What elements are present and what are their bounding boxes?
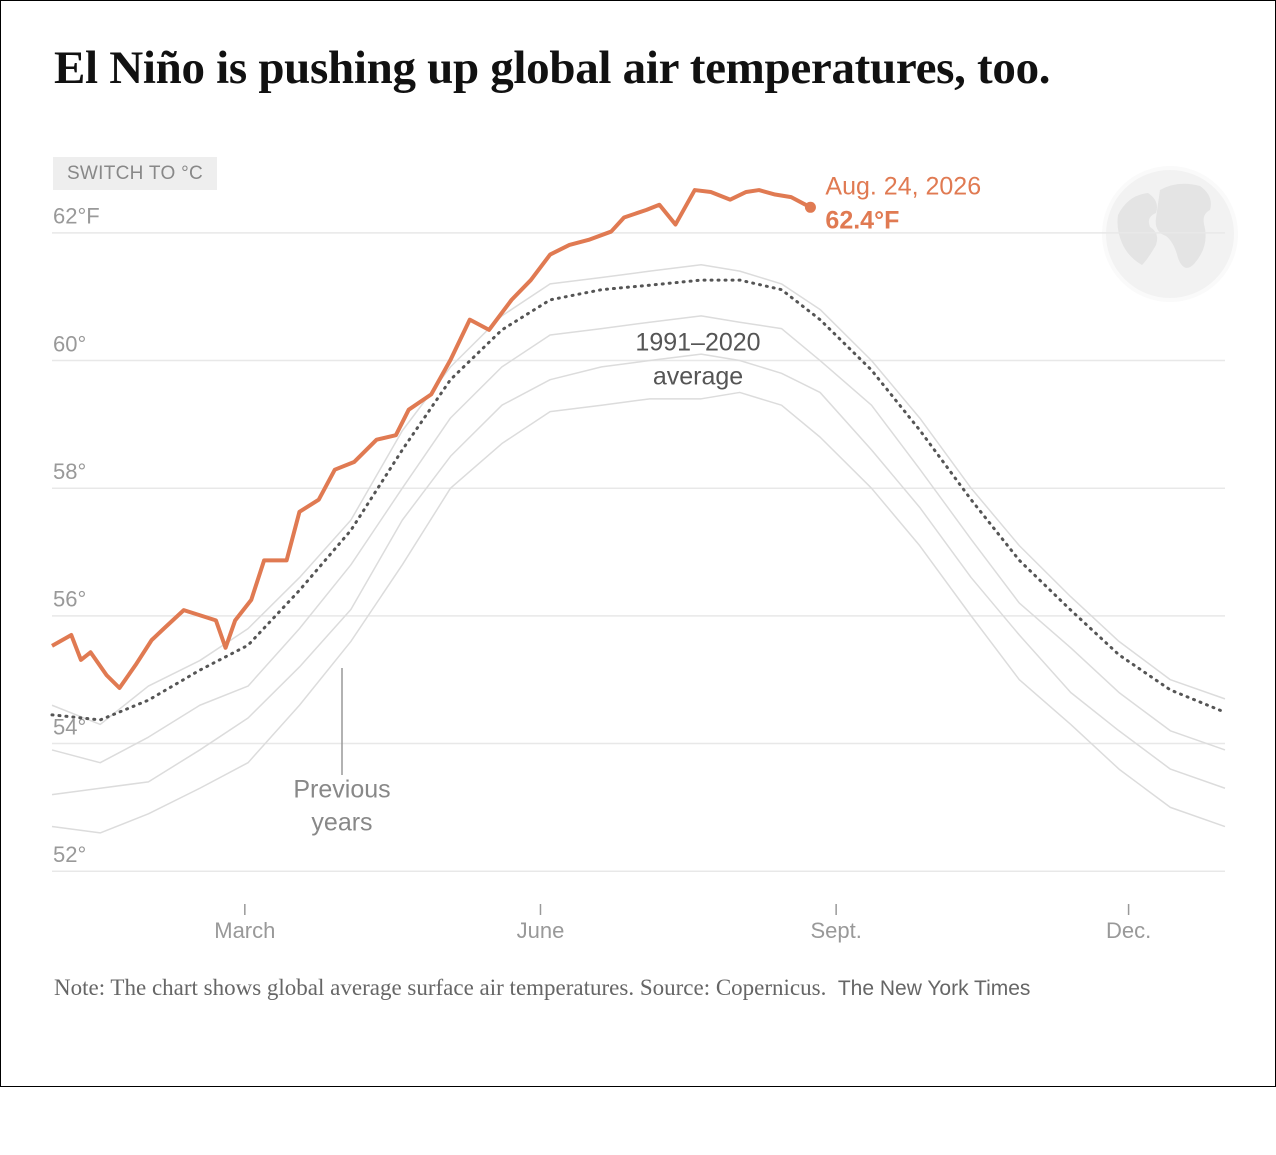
- x-tick-label: March: [214, 918, 275, 943]
- latest-point: [804, 201, 816, 213]
- y-tick-label: 52°: [53, 842, 86, 867]
- previous-label: years: [311, 809, 372, 837]
- series-line: [51, 188, 812, 691]
- credit: The New York Times: [837, 977, 1031, 1000]
- series-line: [51, 315, 1226, 764]
- y-tick-label: 58°: [53, 459, 86, 484]
- series-line: [51, 264, 1226, 726]
- y-tick-label: 60°: [53, 331, 86, 356]
- y-tick-label: 62°F: [53, 204, 100, 229]
- previous-label: Previous: [293, 776, 390, 804]
- latest-value-label: 62.4°F: [825, 207, 899, 235]
- note-text: Note: The chart shows global average sur…: [54, 975, 827, 1000]
- x-tick-label: Sept.: [810, 918, 861, 943]
- series-line: [50, 278, 1227, 722]
- average-label: average: [653, 363, 743, 391]
- x-tick-label: Dec.: [1106, 918, 1151, 943]
- latest-date-label: Aug. 24, 2026: [825, 173, 981, 201]
- note: Note: The chart shows global average sur…: [54, 971, 1214, 1005]
- series-line: [51, 353, 1226, 796]
- y-tick-label: 56°: [53, 587, 86, 612]
- chart-title: El Niño is pushing up global air tempera…: [54, 42, 1051, 94]
- series-line: [51, 391, 1226, 834]
- globe-icon: [1102, 166, 1238, 302]
- frame: El Niño is pushing up global air tempera…: [0, 0, 1276, 1087]
- unit-switch-button[interactable]: SWITCH TO °C: [53, 157, 217, 190]
- x-tick-label: June: [517, 918, 565, 943]
- average-label: 1991–2020: [635, 329, 760, 357]
